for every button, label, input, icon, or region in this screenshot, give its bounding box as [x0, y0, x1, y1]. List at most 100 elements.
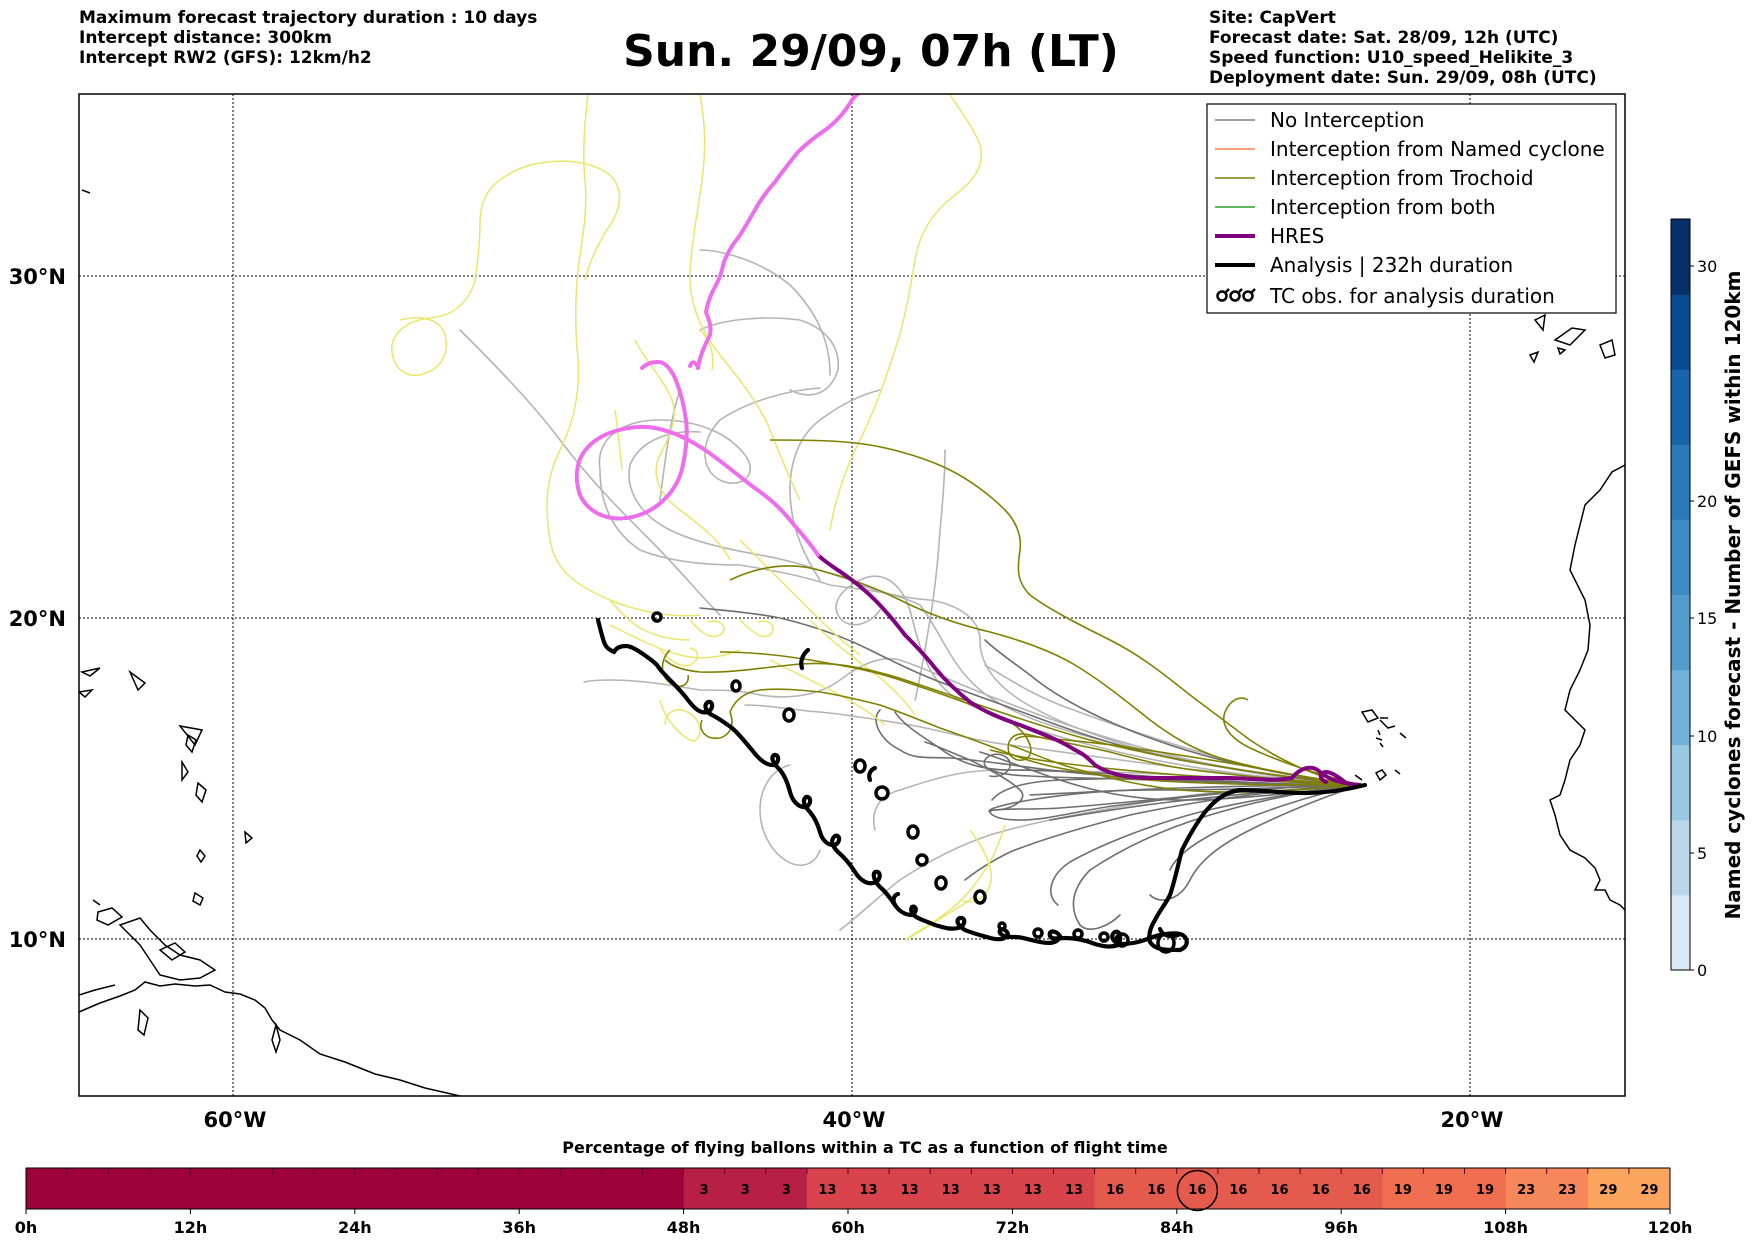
- timeline-cell: [1012, 1168, 1054, 1209]
- timeline-cell: [478, 1168, 520, 1209]
- colorbar-frame: [1670, 218, 1691, 971]
- timeline-hour-label: 36h: [502, 1218, 536, 1237]
- timeline-cell: [971, 1168, 1013, 1209]
- timeline-cell: [1094, 1168, 1137, 1209]
- timeline-hour-label: 120h: [1648, 1218, 1693, 1237]
- legend-box: [1206, 103, 1617, 314]
- legend-label-analysis: Analysis | 232h duration: [1270, 253, 1513, 277]
- colorbar-segment: [1671, 669, 1690, 746]
- colorbar-tick-20: 20: [1697, 492, 1717, 511]
- timeline-cell-value: 3: [741, 1183, 750, 1198]
- timeline-cell: [231, 1168, 273, 1209]
- lon-label-20w: 20°W: [1441, 1108, 1504, 1132]
- timeline-cell: [1587, 1168, 1630, 1209]
- trajectories-trochoid-interception: [661, 439, 1361, 793]
- param-duration: Maximum forecast trajectory duration : 1…: [79, 8, 538, 28]
- timeline-hour-label: 48h: [667, 1218, 701, 1237]
- timeline-cell: [601, 1168, 643, 1209]
- tc-obs-markers: [651, 611, 1176, 954]
- timeline-cell: [1341, 1168, 1383, 1209]
- timeline-cell-value: 13: [942, 1183, 960, 1198]
- colorbar-segment: [1671, 594, 1690, 671]
- timeline-cell: [1217, 1168, 1260, 1209]
- legend-label-both: Interception from both: [1270, 195, 1496, 219]
- analysis-trajectory: [595, 617, 1368, 953]
- run-parameters: Maximum forecast trajectory duration : 1…: [79, 8, 537, 68]
- timeline-hour-label: 84h: [1160, 1218, 1194, 1237]
- map-frame: [78, 93, 1626, 1097]
- timeline-hour-label: 24h: [338, 1218, 372, 1237]
- timeline-cell-value: 13: [983, 1183, 1001, 1198]
- site-name: Site: CapVert: [1209, 8, 1336, 28]
- map-panel: 30°N 20°N 10°N 60°W 40°W 20°W: [9, 93, 1626, 1132]
- timeline-cell: [1546, 1168, 1589, 1209]
- timeline-hour-label: 12h: [174, 1218, 208, 1237]
- timeline-cell: [272, 1168, 315, 1209]
- timeline-hour-labels: 0h 12h 24h 36h 48h 60h 72h 84h 96h 108h 120h: [15, 1209, 1693, 1237]
- timeline-cell-value: 13: [1024, 1183, 1042, 1198]
- timeline-cell-value: 19: [1394, 1183, 1412, 1198]
- timeline-cell-value: 16: [1188, 1183, 1206, 1198]
- page-title: Sun. 29/09, 07h (LT): [623, 26, 1119, 77]
- timeline-cell: [395, 1168, 438, 1209]
- timeline-cell-value: 16: [1353, 1183, 1371, 1198]
- legend-label-trochoid: Interception from Trochoid: [1270, 166, 1534, 190]
- colorbar-tick-10: 10: [1697, 727, 1717, 746]
- legend-label-no-interception: No Interception: [1270, 108, 1424, 132]
- timeline-title: Percentage of flying ballons within a TC…: [562, 1138, 1168, 1157]
- timeline-cell-value: 3: [782, 1183, 791, 1198]
- lat-label-10n: 10°N: [9, 928, 66, 952]
- cyclone-colorbar: 0 5 10 15 20 30 Named cyclones forecast …: [1670, 218, 1745, 980]
- timeline-cell: [683, 1168, 726, 1209]
- timeline-cell: [642, 1168, 684, 1209]
- timeline-cell: [67, 1168, 109, 1209]
- timeline-hour-label: 0h: [15, 1218, 38, 1237]
- trajectories-ensemble-light: [391, 94, 1006, 941]
- timeline-cell: [806, 1168, 849, 1209]
- timeline-cell: [1259, 1168, 1301, 1209]
- colorbar-ticks: [1690, 265, 1694, 971]
- timeline-cell-value: 13: [860, 1183, 878, 1198]
- colorbar-tick-15: 15: [1697, 609, 1717, 628]
- timeline-cell: [724, 1168, 767, 1209]
- colorbar-segment: [1671, 894, 1690, 971]
- tc-timeline: Percentage of flying ballons within a TC…: [15, 1138, 1693, 1237]
- timeline-cell: [190, 1168, 232, 1209]
- timeline-cell-value: 3: [700, 1183, 709, 1198]
- timeline-cell-value: 13: [818, 1183, 836, 1198]
- timeline-cell: [1628, 1168, 1671, 1209]
- hres-trajectory: [574, 94, 1362, 787]
- timeline-cell: [848, 1168, 890, 1209]
- legend-label-named-cyclone: Interception from Named cyclone: [1270, 137, 1605, 161]
- colorbar-segment: [1671, 369, 1690, 445]
- timeline-cell: [354, 1168, 397, 1209]
- colorbar-segment: [1671, 444, 1690, 520]
- param-intercept-rw2: Intercept RW2 (GFS): 12km/h2: [79, 48, 372, 68]
- colorbar-label: Named cyclones forecast - Number of GEFS…: [1721, 271, 1745, 920]
- timeline-cells: 3 3 3 13 13 13 13 13 13 13 16 16 16 16 16 16 16 19 19 19 23 2…: [26, 1168, 1671, 1212]
- lat-label-30n: 30°N: [9, 265, 66, 289]
- timeline-cell-value: 23: [1517, 1183, 1535, 1198]
- deployment-date: Deployment date: Sun. 29/09, 08h (UTC): [1209, 68, 1597, 88]
- timeline-cell-value: 16: [1106, 1183, 1124, 1198]
- speed-function: Speed function: U10_speed_Helikite_3: [1209, 48, 1574, 68]
- site-info: Site: CapVert Forecast date: Sat. 28/09,…: [1209, 8, 1597, 88]
- colorbar-segment: [1671, 294, 1690, 370]
- forecast-date: Forecast date: Sat. 28/09, 12h (UTC): [1209, 28, 1559, 48]
- timeline-cell: [26, 1168, 68, 1209]
- timeline-cell-value: 13: [901, 1183, 919, 1198]
- timeline-cell-value: 19: [1476, 1183, 1494, 1198]
- timeline-cell: [560, 1168, 602, 1209]
- timeline-current-marker: [1176, 1169, 1219, 1212]
- coastlines: [79, 189, 1625, 1096]
- colorbar-segment: [1671, 744, 1690, 821]
- colorbar-gradient: [1671, 219, 1690, 971]
- timeline-cell: [1176, 1168, 1219, 1209]
- timeline-hour-label: 96h: [1324, 1218, 1358, 1237]
- timeline-hour-label: 72h: [996, 1218, 1030, 1237]
- lon-label-40w: 40°W: [823, 1108, 886, 1132]
- lat-label-20n: 20°N: [9, 607, 66, 631]
- timeline-cell-value: 16: [1147, 1183, 1165, 1198]
- timeline-cell: [519, 1168, 561, 1209]
